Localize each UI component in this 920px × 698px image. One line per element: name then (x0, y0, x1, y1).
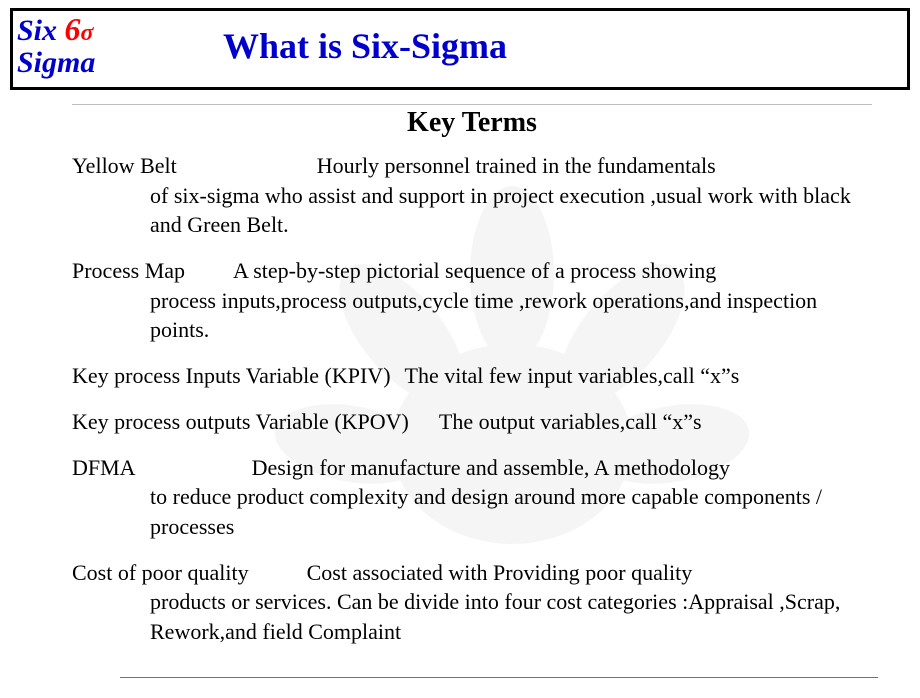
term-first-line: Cost of poor quality Cost associated with… (72, 558, 872, 588)
term-name: DFMA (72, 455, 136, 480)
term-first-line: Yellow Belt Hourly personnel trained in t… (72, 151, 872, 181)
term-block: Yellow Belt Hourly personnel trained in t… (72, 151, 872, 240)
term-name: Key process outputs Variable (KPOV) (72, 409, 409, 434)
logo-sigma-icon: σ (81, 20, 94, 46)
term-name: Key process Inputs Variable (KPIV) (72, 363, 391, 388)
term-first-line: DFMA Design for manufacture and assemble,… (72, 453, 872, 483)
term-definition-cont: to reduce product complexity and design … (72, 482, 872, 541)
term-block: Key process Inputs Variable (KPIV) The vi… (72, 361, 872, 391)
term-block: Key process outputs Variable (KPOV) The o… (72, 407, 872, 437)
section-heading: Key Terms (72, 104, 872, 139)
terms-list: Yellow Belt Hourly personnel trained in t… (72, 151, 872, 647)
term-first-line: Process Map A step-by-step pictorial sequ… (72, 256, 872, 286)
term-definition-cont: process inputs,process outputs,cycle tim… (72, 286, 872, 345)
term-definition-cont: products or services. Can be divide into… (72, 587, 872, 646)
term-first-line: Key process Inputs Variable (KPIV) The vi… (72, 361, 872, 391)
logo-text-6: 6 (65, 11, 81, 47)
term-definition-lead: The output variables,call “x”s (439, 409, 702, 434)
footer-rule (120, 677, 878, 678)
logo-line1: Six 6σ (17, 13, 95, 47)
term-block: DFMA Design for manufacture and assemble,… (72, 453, 872, 542)
header-box: Six 6σ Sigma What is Six-Sigma (10, 8, 910, 90)
term-definition-lead: Cost associated with Providing poor qual… (307, 560, 693, 585)
term-definition-lead: The vital few input variables,call “x”s (405, 363, 740, 388)
term-name: Cost of poor quality (72, 560, 249, 585)
content-area: Key Terms Yellow Belt Hourly personnel tr… (72, 104, 872, 647)
page-title: What is Six-Sigma (223, 25, 507, 67)
term-definition-lead: A step-by-step pictorial sequence of a p… (233, 258, 716, 283)
term-definition-lead: Design for manufacture and assemble, A m… (252, 455, 730, 480)
term-block: Process Map A step-by-step pictorial sequ… (72, 256, 872, 345)
term-name: Yellow Belt (72, 153, 177, 178)
term-block: Cost of poor quality Cost associated with… (72, 558, 872, 647)
term-first-line: Key process outputs Variable (KPOV) The o… (72, 407, 872, 437)
logo-text-six: Six (17, 14, 65, 47)
logo: Six 6σ Sigma (17, 13, 95, 78)
term-definition-cont: of six-sigma who assist and support in p… (72, 181, 872, 240)
term-name: Process Map (72, 258, 185, 283)
term-definition-lead: Hourly personnel trained in the fundamen… (317, 153, 716, 178)
logo-line2: Sigma (17, 47, 95, 79)
